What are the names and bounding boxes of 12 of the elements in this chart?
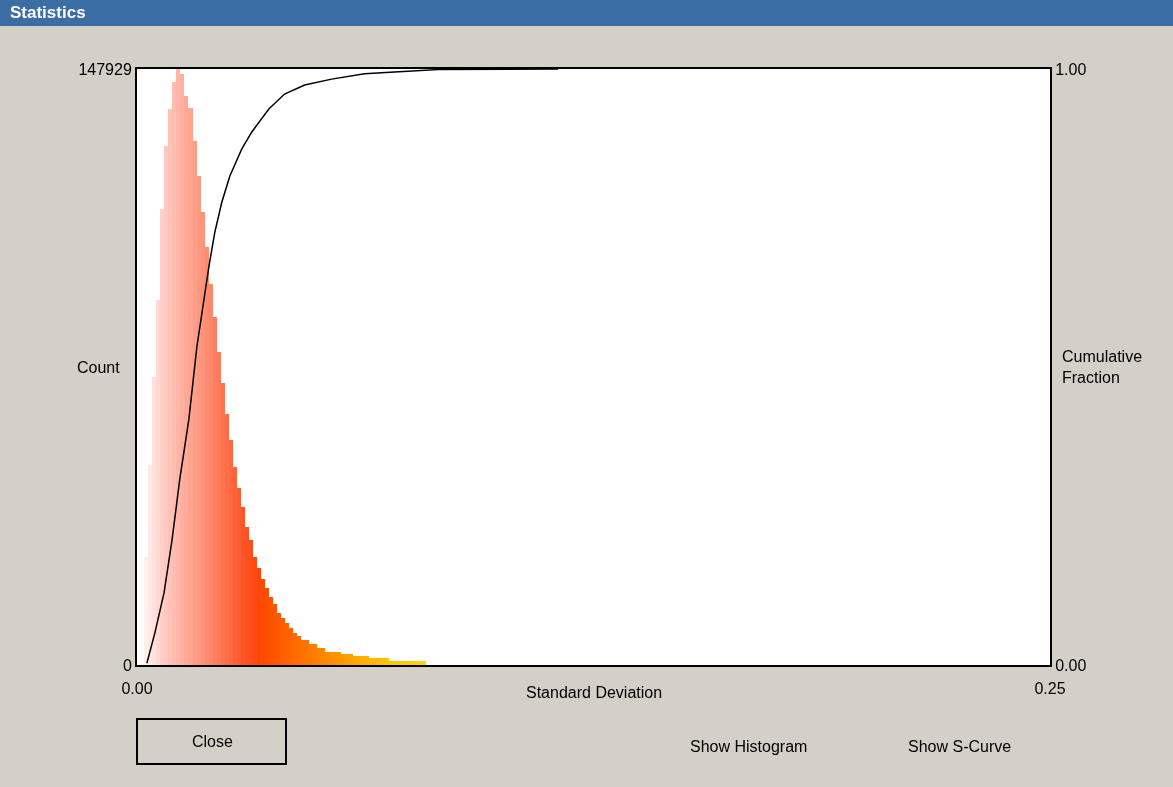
y2-axis-title: Cumulative Fraction bbox=[1062, 348, 1143, 386]
x-tick-label: 0.25 bbox=[1034, 680, 1066, 698]
text: Show S-Curve bbox=[908, 738, 1012, 755]
text: Show Histogram bbox=[690, 738, 808, 755]
y-tick-label: 147929 bbox=[78, 60, 132, 78]
y2-tick-label: 1.00 bbox=[1055, 60, 1087, 78]
chart-title: Statistics bbox=[10, 3, 86, 22]
y-tick-label: 0 bbox=[122, 656, 132, 674]
x-axis-title: Standard Deviation bbox=[526, 684, 663, 701]
y-axis-title: Count bbox=[77, 359, 121, 376]
y2-tick-label: 0.00 bbox=[1055, 656, 1087, 674]
text: Close bbox=[192, 733, 234, 750]
